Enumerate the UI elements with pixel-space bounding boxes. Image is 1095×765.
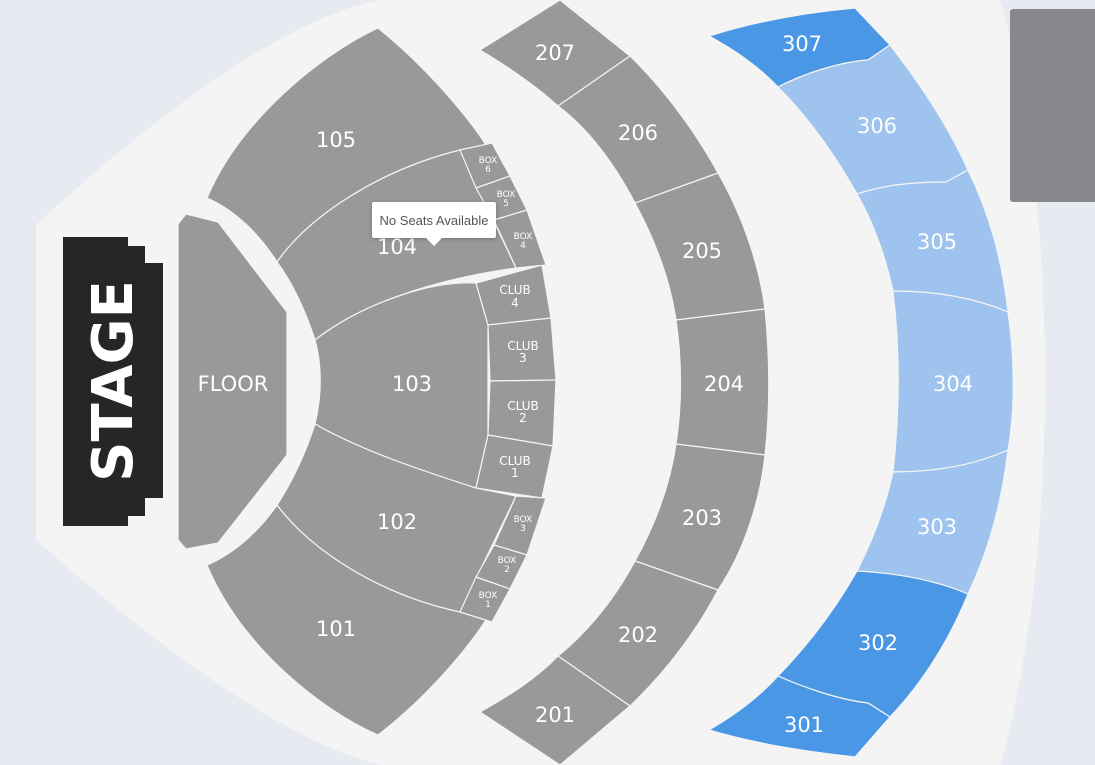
club-1-number: 1 — [511, 466, 519, 480]
section-303-label: 303 — [917, 515, 957, 539]
section-301[interactable] — [707, 675, 891, 758]
club-3-label: CLUB — [507, 339, 538, 353]
availability-tooltip: No Seats Available — [372, 202, 496, 246]
club-1-label: CLUB — [499, 454, 530, 468]
section-101[interactable] — [206, 503, 487, 736]
section-301-label: 301 — [784, 713, 824, 737]
section-101-label: 101 — [316, 617, 356, 641]
section-104-label: 104 — [377, 235, 417, 259]
section-104[interactable] — [276, 149, 517, 341]
club-4-number: 4 — [511, 296, 519, 310]
section-206-label: 206 — [618, 121, 658, 145]
section-103-label: 103 — [392, 372, 432, 396]
box-5-label: BOX — [497, 190, 516, 200]
section-305-label: 305 — [917, 230, 957, 254]
box-1-number: 1 — [485, 600, 491, 610]
box-4-label: BOX — [514, 232, 533, 242]
section-304-label: 304 — [933, 372, 973, 396]
box-1-label: BOX — [479, 591, 498, 601]
box-2-number: 2 — [504, 565, 510, 575]
section-203-label: 203 — [682, 506, 722, 530]
section-204-label: 204 — [704, 372, 744, 396]
section-202-label: 202 — [618, 623, 658, 647]
box-1[interactable] — [459, 576, 511, 623]
section-306-label: 306 — [857, 114, 897, 138]
section-201[interactable] — [478, 655, 631, 765]
section-102-label: 102 — [377, 510, 417, 534]
section-105-label: 105 — [316, 128, 356, 152]
club-4-label: CLUB — [499, 283, 530, 297]
box-6-number: 6 — [485, 165, 491, 175]
club-3-number: 3 — [519, 351, 527, 365]
section-205-label: 205 — [682, 239, 722, 263]
box-3-label: BOX — [514, 515, 533, 525]
floor-section[interactable] — [177, 213, 288, 550]
box-4-number: 4 — [520, 241, 526, 251]
section-201-label: 201 — [535, 703, 575, 727]
side-panel[interactable] — [1010, 9, 1095, 202]
stage-label: STAGE — [81, 280, 146, 482]
section-302-label: 302 — [858, 631, 898, 655]
stage — [63, 237, 163, 526]
box-2-label: BOX — [498, 556, 517, 566]
floor-label: FLOOR — [198, 372, 269, 396]
section-207-label: 207 — [535, 41, 575, 65]
box-5-number: 5 — [503, 199, 509, 209]
box-6-label: BOX — [479, 156, 498, 166]
section-307-label: 307 — [782, 32, 822, 56]
club-2-label: CLUB — [507, 399, 538, 413]
club-2-number: 2 — [519, 411, 527, 425]
box-3-number: 3 — [520, 524, 526, 534]
tooltip-text: No Seats Available — [379, 212, 489, 228]
section-105[interactable] — [206, 27, 487, 264]
box-4[interactable] — [493, 209, 547, 269]
